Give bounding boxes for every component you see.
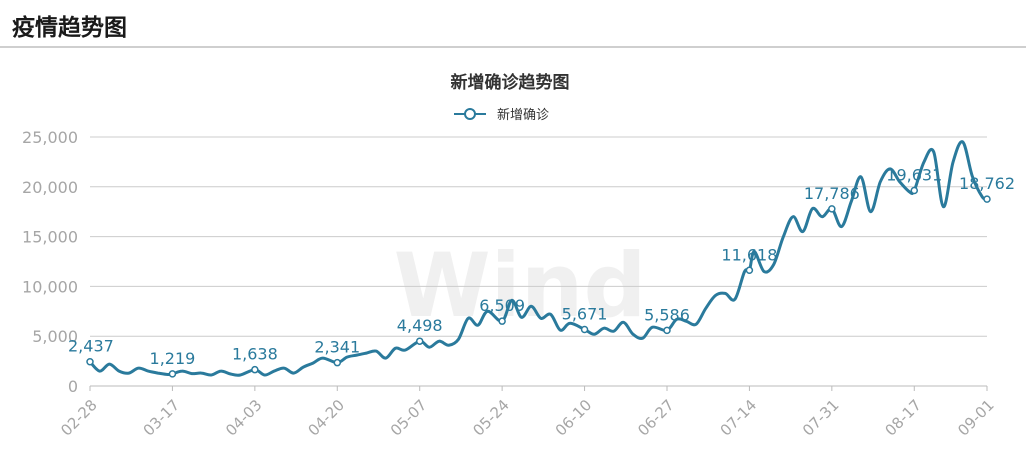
data-label: 19,631 — [886, 165, 942, 184]
data-label: 18,762 — [959, 174, 1015, 193]
x-tick-label: 03-17 — [140, 396, 184, 440]
data-point — [168, 370, 177, 378]
legend-marker-icon — [464, 108, 476, 120]
x-tick-label: 02-28 — [57, 396, 101, 440]
new-cases-line-chart: Wind 新增确诊趋势图 新增确诊 0 5,000 10,000 15,000 20,0… — [22, 72, 1015, 440]
y-tick-label: 10,000 — [22, 277, 78, 296]
x-tick-label: 06-10 — [552, 396, 596, 440]
data-points — [86, 186, 991, 378]
data-label: 2,437 — [68, 337, 114, 356]
data-point — [828, 205, 836, 213]
data-point — [333, 358, 342, 367]
data-point — [415, 337, 424, 345]
watermark-text: Wind — [394, 234, 647, 337]
data-point — [663, 326, 671, 335]
y-tick-label: 15,000 — [22, 228, 78, 247]
data-point — [983, 195, 991, 203]
page-header: 疫情趋势图 — [0, 0, 1026, 48]
y-tick-label: 20,000 — [22, 178, 78, 197]
x-tick-label: 05-07 — [387, 396, 431, 440]
x-axis: 02-28 03-17 04-03 04-20 05-07 05-24 06-10 06-27… — [57, 386, 998, 440]
x-tick-label: 05-24 — [469, 396, 513, 440]
x-tick-label: 06-27 — [634, 396, 678, 440]
data-label: 5,671 — [562, 305, 608, 324]
x-tick-label: 04-20 — [304, 396, 348, 440]
data-label: 1,638 — [232, 345, 278, 364]
x-tick-label: 09-01 — [954, 396, 998, 440]
data-label: 4,498 — [397, 316, 443, 335]
data-label: 6,509 — [479, 296, 525, 315]
data-label: 17,786 — [804, 184, 860, 203]
data-label: 1,219 — [150, 349, 196, 368]
chart-title: 新增确诊趋势图 — [451, 72, 570, 93]
data-point — [86, 357, 94, 366]
legend-label: 新增确诊 — [497, 107, 549, 123]
data-point — [745, 266, 754, 275]
x-tick-label: 08-17 — [881, 396, 925, 440]
x-tick-label: 04-03 — [222, 396, 266, 440]
x-tick-label: 07-31 — [799, 396, 843, 440]
data-point — [251, 365, 259, 374]
chart-grid — [90, 136, 987, 337]
data-point — [580, 325, 589, 334]
data-labels: 2,437 1,219 1,638 2,341 4,498 6,509 5,671 5,586… — [68, 165, 1015, 367]
page-title: 疫情趋势图 — [12, 15, 127, 41]
y-axis: 0 5,000 10,000 15,000 20,000 25,000 — [22, 128, 987, 396]
y-tick-label: 25,000 — [22, 128, 78, 147]
data-label: 5,586 — [644, 305, 690, 324]
data-point — [498, 317, 506, 325]
x-tick-label: 07-14 — [717, 396, 761, 440]
series-line-new-cases — [88, 140, 988, 377]
data-label: 2,341 — [314, 338, 360, 357]
chart-legend[interactable]: 新增确诊 — [454, 107, 549, 123]
data-label: 11,618 — [721, 245, 777, 264]
data-point — [910, 186, 919, 195]
y-tick-label: 5,000 — [32, 327, 78, 346]
y-tick-label: 0 — [68, 377, 78, 396]
